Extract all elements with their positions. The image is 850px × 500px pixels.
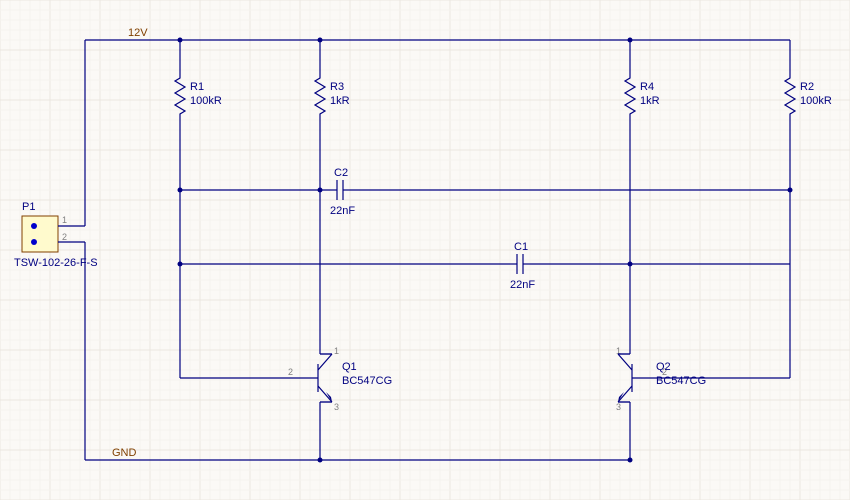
value-label: 100kR	[190, 95, 222, 107]
ref-label: R1	[190, 81, 204, 93]
junction	[178, 262, 183, 267]
ref-label: R3	[330, 81, 344, 93]
ref-label: R4	[640, 81, 654, 93]
junction	[628, 262, 633, 267]
value-label: 1kR	[330, 95, 350, 107]
pin-num: 3	[616, 402, 621, 412]
junction	[318, 188, 323, 193]
junction	[178, 38, 183, 43]
value-label: BC547CG	[342, 375, 392, 387]
ref-label: P1	[22, 201, 35, 213]
value-label: 100kR	[800, 95, 832, 107]
pin-num: 2	[62, 232, 67, 242]
junction	[788, 188, 793, 193]
value-label: BC547CG	[656, 375, 706, 387]
pin-num: 2	[288, 367, 293, 377]
value-label: TSW-102-26-F-S	[14, 257, 98, 269]
pin-num: 3	[334, 402, 339, 412]
junction	[628, 38, 633, 43]
junction	[318, 458, 323, 463]
value-label: 22nF	[330, 205, 355, 217]
junction	[628, 458, 633, 463]
ref-label: Q1	[342, 361, 357, 373]
value-label: 1kR	[640, 95, 660, 107]
ref-label: Q2	[656, 361, 671, 373]
junction	[178, 188, 183, 193]
value-label: 22nF	[510, 279, 535, 291]
ref-label: C1	[514, 241, 528, 253]
ref-label: R2	[800, 81, 814, 93]
pin-num: 1	[334, 346, 339, 356]
junction	[318, 38, 323, 43]
ref-label: C2	[334, 167, 348, 179]
pin-num: 1	[62, 215, 67, 225]
net-label: 12V	[128, 27, 148, 39]
net-label: GND	[112, 447, 137, 459]
